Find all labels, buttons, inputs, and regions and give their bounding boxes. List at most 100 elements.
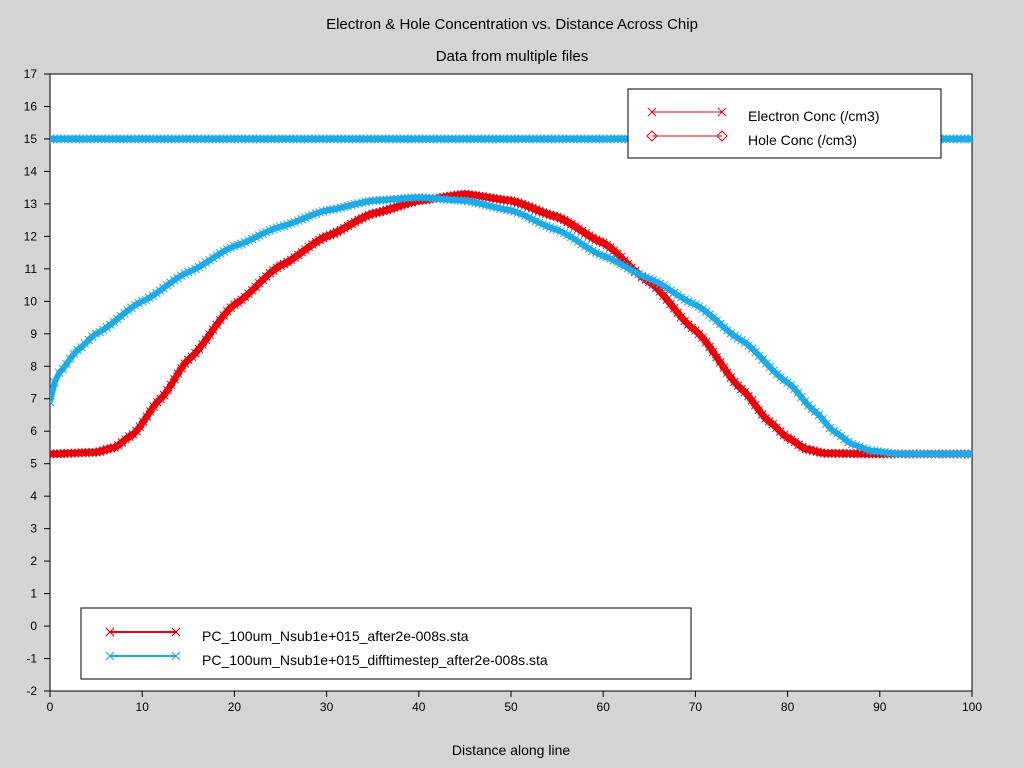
- legend-electron-label: Electron Conc (/cm3): [748, 108, 879, 124]
- data-point: [484, 134, 494, 144]
- data-point: [464, 190, 473, 199]
- data-point: [793, 388, 803, 398]
- data-point: [510, 197, 519, 206]
- data-point: [719, 363, 729, 372]
- data-point: [396, 194, 406, 203]
- data-point: [838, 449, 848, 458]
- data-point: [293, 250, 303, 260]
- data-point: [166, 380, 176, 390]
- data-point: [583, 134, 594, 144]
- data-point: [410, 193, 420, 202]
- data-point: [487, 134, 498, 144]
- data-point: [613, 134, 623, 144]
- data-point: [325, 205, 335, 215]
- legend-file-1-marker-end: [171, 627, 181, 637]
- y-tick-label: -1: [26, 652, 37, 666]
- data-point: [266, 134, 276, 144]
- data-point: [960, 449, 969, 459]
- data-point: [446, 195, 456, 205]
- data-point: [279, 221, 289, 231]
- data-point: [81, 448, 90, 457]
- data-point: [336, 134, 347, 144]
- data-point: [50, 449, 58, 459]
- legend-item-file-2: PC_100um_Nsub1e+015_difftimestep_after2e…: [105, 651, 548, 668]
- data-point: [513, 134, 524, 144]
- data-point: [722, 368, 732, 378]
- data-point: [591, 134, 601, 144]
- data-point: [460, 196, 470, 206]
- data-point: [949, 449, 958, 459]
- legend-hole-marker-end: [716, 130, 728, 142]
- data-point: [82, 134, 92, 144]
- data-point: [726, 373, 736, 382]
- data-point: [375, 207, 385, 217]
- x-tick-label: 20: [228, 700, 242, 714]
- data-point: [152, 288, 161, 298]
- legend-quantity-box: [627, 88, 942, 159]
- data-point: [163, 385, 172, 395]
- data-point: [336, 203, 346, 213]
- data-point: [105, 320, 115, 330]
- x-tick-label: 40: [412, 700, 426, 714]
- data-point: [565, 134, 575, 144]
- data-point: [488, 202, 498, 212]
- data-point: [598, 134, 608, 144]
- data-point: [88, 448, 97, 457]
- data-point: [417, 134, 428, 144]
- data-point: [382, 195, 392, 205]
- data-point: [304, 242, 314, 252]
- data-point: [460, 189, 470, 199]
- data-point: [465, 134, 476, 144]
- data-point: [698, 333, 707, 343]
- data-point: [244, 134, 254, 144]
- data-point: [329, 204, 339, 214]
- data-point: [945, 449, 955, 459]
- data-point: [776, 372, 785, 382]
- x-tick-label: 50: [504, 700, 518, 714]
- data-point: [403, 134, 413, 144]
- data-point: [428, 193, 438, 203]
- x-axis: 0 10 20 30 40 50 60 70 80 90 100: [47, 691, 982, 714]
- data-point: [262, 134, 273, 144]
- data-point: [594, 134, 605, 144]
- data-point: [368, 196, 378, 206]
- data-point: [812, 447, 822, 457]
- data-point: [391, 134, 402, 144]
- data-point: [458, 134, 468, 144]
- data-point: [78, 134, 88, 144]
- data-point: [369, 134, 380, 144]
- y-tick-label: 12: [24, 229, 38, 243]
- data-point: [155, 134, 166, 144]
- data-point: [528, 134, 538, 144]
- data-point: [840, 434, 850, 444]
- data-point: [941, 449, 951, 459]
- data-point: [406, 134, 417, 144]
- data-point: [378, 206, 388, 216]
- data-point: [923, 449, 933, 459]
- data-point: [347, 200, 356, 210]
- data-point: [605, 134, 616, 144]
- data-point: [63, 448, 73, 458]
- data-point: [310, 134, 321, 144]
- y-tick-label: 17: [24, 67, 38, 81]
- data-point: [797, 392, 806, 402]
- x-axis-label: Distance along line: [452, 742, 571, 758]
- data-point: [967, 449, 972, 459]
- data-point: [371, 196, 381, 205]
- data-point: [389, 194, 399, 204]
- data-point: [50, 134, 55, 144]
- data-point: [712, 352, 722, 362]
- data-point: [503, 205, 512, 215]
- data-point: [329, 134, 339, 144]
- y-tick-label: 2: [30, 554, 37, 568]
- data-point: [428, 134, 439, 144]
- data-point: [509, 134, 520, 144]
- y-tick-label: 10: [24, 294, 38, 308]
- data-point: [142, 412, 152, 421]
- data-point: [58, 364, 68, 374]
- data-point: [166, 134, 177, 144]
- data-point: [270, 134, 280, 144]
- data-point: [196, 134, 206, 144]
- data-point: [259, 134, 269, 144]
- data-point: [524, 134, 535, 144]
